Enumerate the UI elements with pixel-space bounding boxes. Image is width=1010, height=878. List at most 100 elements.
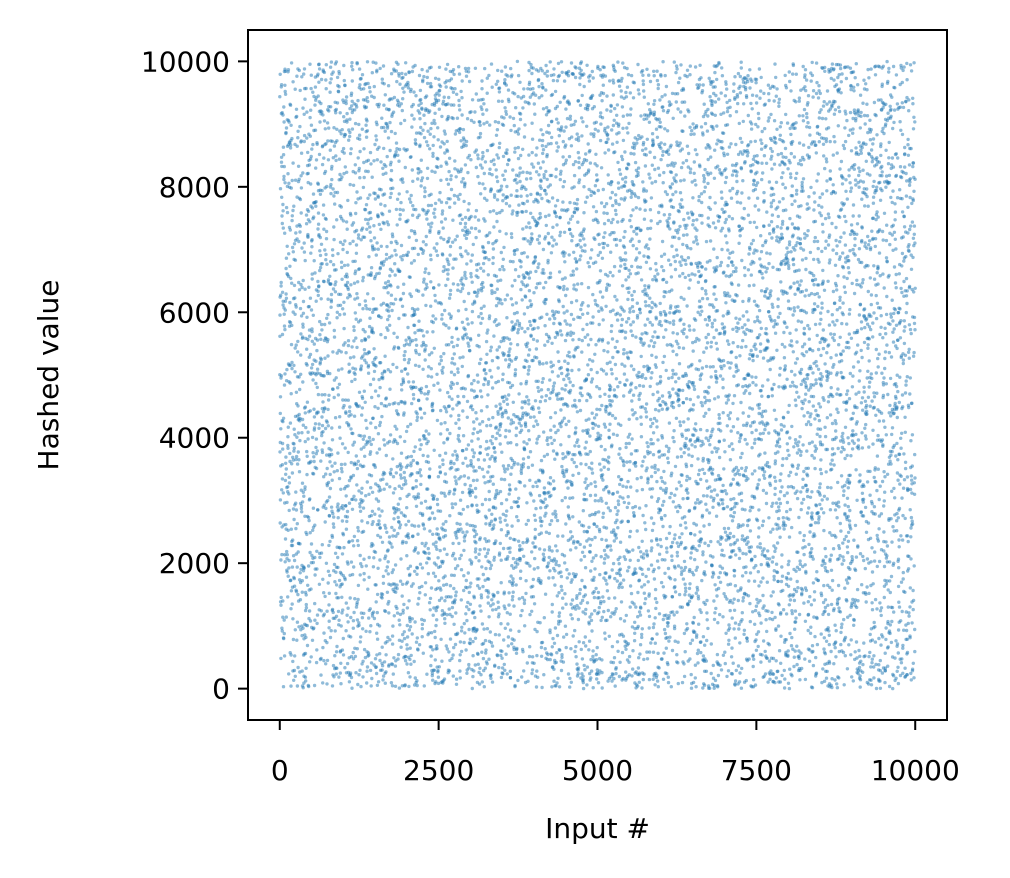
scatter-point xyxy=(462,574,466,578)
scatter-point xyxy=(452,645,456,650)
scatter-point xyxy=(382,192,387,196)
scatter-point xyxy=(513,368,518,372)
scatter-point xyxy=(594,553,598,558)
scatter-point xyxy=(343,666,347,670)
scatter-point xyxy=(332,335,337,339)
scatter-point xyxy=(435,502,440,507)
scatter-point xyxy=(532,102,536,106)
scatter-point xyxy=(541,107,546,111)
scatter-point xyxy=(466,66,471,71)
scatter-point xyxy=(557,611,562,615)
scatter-point xyxy=(495,211,499,216)
scatter-point xyxy=(472,610,476,614)
scatter-point xyxy=(334,111,338,115)
scatter-point xyxy=(527,654,532,659)
scatter-point xyxy=(574,572,578,577)
scatter-point xyxy=(530,463,535,467)
scatter-point xyxy=(332,515,336,519)
scatter-point xyxy=(531,165,536,169)
scatter-point xyxy=(318,192,323,196)
scatter-point xyxy=(563,319,567,323)
scatter-point xyxy=(372,616,377,621)
scatter-point xyxy=(387,599,391,604)
scatter-point xyxy=(526,679,530,683)
scatter-point xyxy=(437,107,441,111)
scatter-point xyxy=(484,522,488,526)
scatter-point xyxy=(318,333,322,337)
scatter-point xyxy=(554,684,558,688)
scatter-point xyxy=(352,328,356,333)
scatter-point xyxy=(585,322,589,327)
scatter-point xyxy=(551,78,556,83)
scatter-point xyxy=(447,395,452,399)
scatter-point xyxy=(376,533,380,538)
scatter-point xyxy=(447,607,451,611)
scatter-point xyxy=(344,504,348,508)
scatter-point xyxy=(530,232,534,236)
scatter-point xyxy=(416,177,420,181)
scatter-point xyxy=(362,389,366,393)
scatter-point xyxy=(571,162,576,167)
scatter-point xyxy=(290,366,294,371)
scatter-point xyxy=(583,335,587,339)
scatter-point xyxy=(414,504,419,508)
scatter-point xyxy=(486,380,491,384)
scatter-point xyxy=(294,305,298,309)
scatter-point xyxy=(440,317,444,321)
scatter-point xyxy=(398,269,402,273)
scatter-point xyxy=(468,493,472,498)
scatter-point xyxy=(488,479,492,483)
scatter-point xyxy=(358,668,362,672)
scatter-point xyxy=(362,557,366,561)
scatter-point xyxy=(284,472,288,476)
scatter-point xyxy=(567,517,572,521)
scatter-point xyxy=(406,361,411,365)
scatter-point xyxy=(378,423,382,428)
scatter-point xyxy=(313,601,317,606)
scatter-point xyxy=(530,671,534,676)
scatter-point xyxy=(346,287,350,292)
scatter-point xyxy=(346,198,350,203)
scatter-point xyxy=(401,253,406,258)
scatter-point xyxy=(364,303,368,308)
scatter-point xyxy=(360,339,364,343)
scatter-point xyxy=(472,378,476,383)
scatter-point xyxy=(408,422,413,426)
scatter-point xyxy=(465,530,469,534)
scatter-point xyxy=(503,668,507,672)
scatter-point xyxy=(562,79,567,83)
scatter-point xyxy=(537,262,541,266)
scatter-point xyxy=(473,486,478,491)
scatter-point xyxy=(336,502,340,506)
scatter-point xyxy=(373,197,378,201)
scatter-point xyxy=(454,594,458,598)
scatter-point xyxy=(283,92,288,97)
scatter-point xyxy=(415,679,419,683)
scatter-point xyxy=(407,197,412,201)
scatter-point xyxy=(339,487,343,491)
scatter-point xyxy=(477,181,482,185)
scatter-point xyxy=(474,208,479,213)
scatter-point xyxy=(383,443,387,447)
scatter-point xyxy=(441,226,445,230)
scatter-point xyxy=(520,298,524,302)
scatter-point xyxy=(399,255,403,259)
scatter-point xyxy=(429,304,433,308)
scatter-point xyxy=(447,650,451,654)
scatter-point xyxy=(498,516,502,520)
scatter-point xyxy=(293,674,297,678)
scatter-point xyxy=(559,570,563,574)
scatter-point xyxy=(563,592,567,596)
scatter-point xyxy=(576,220,580,224)
scatter-point xyxy=(419,101,423,106)
scatter-point xyxy=(338,303,343,307)
scatter-point xyxy=(580,282,584,286)
scatter-point xyxy=(385,154,389,159)
scatter-point xyxy=(414,485,418,489)
scatter-point xyxy=(340,128,344,132)
scatter-point xyxy=(398,579,403,583)
scatter-point xyxy=(459,89,463,94)
scatter-point xyxy=(362,160,366,165)
scatter-point xyxy=(375,631,379,635)
scatter-point xyxy=(437,198,441,202)
